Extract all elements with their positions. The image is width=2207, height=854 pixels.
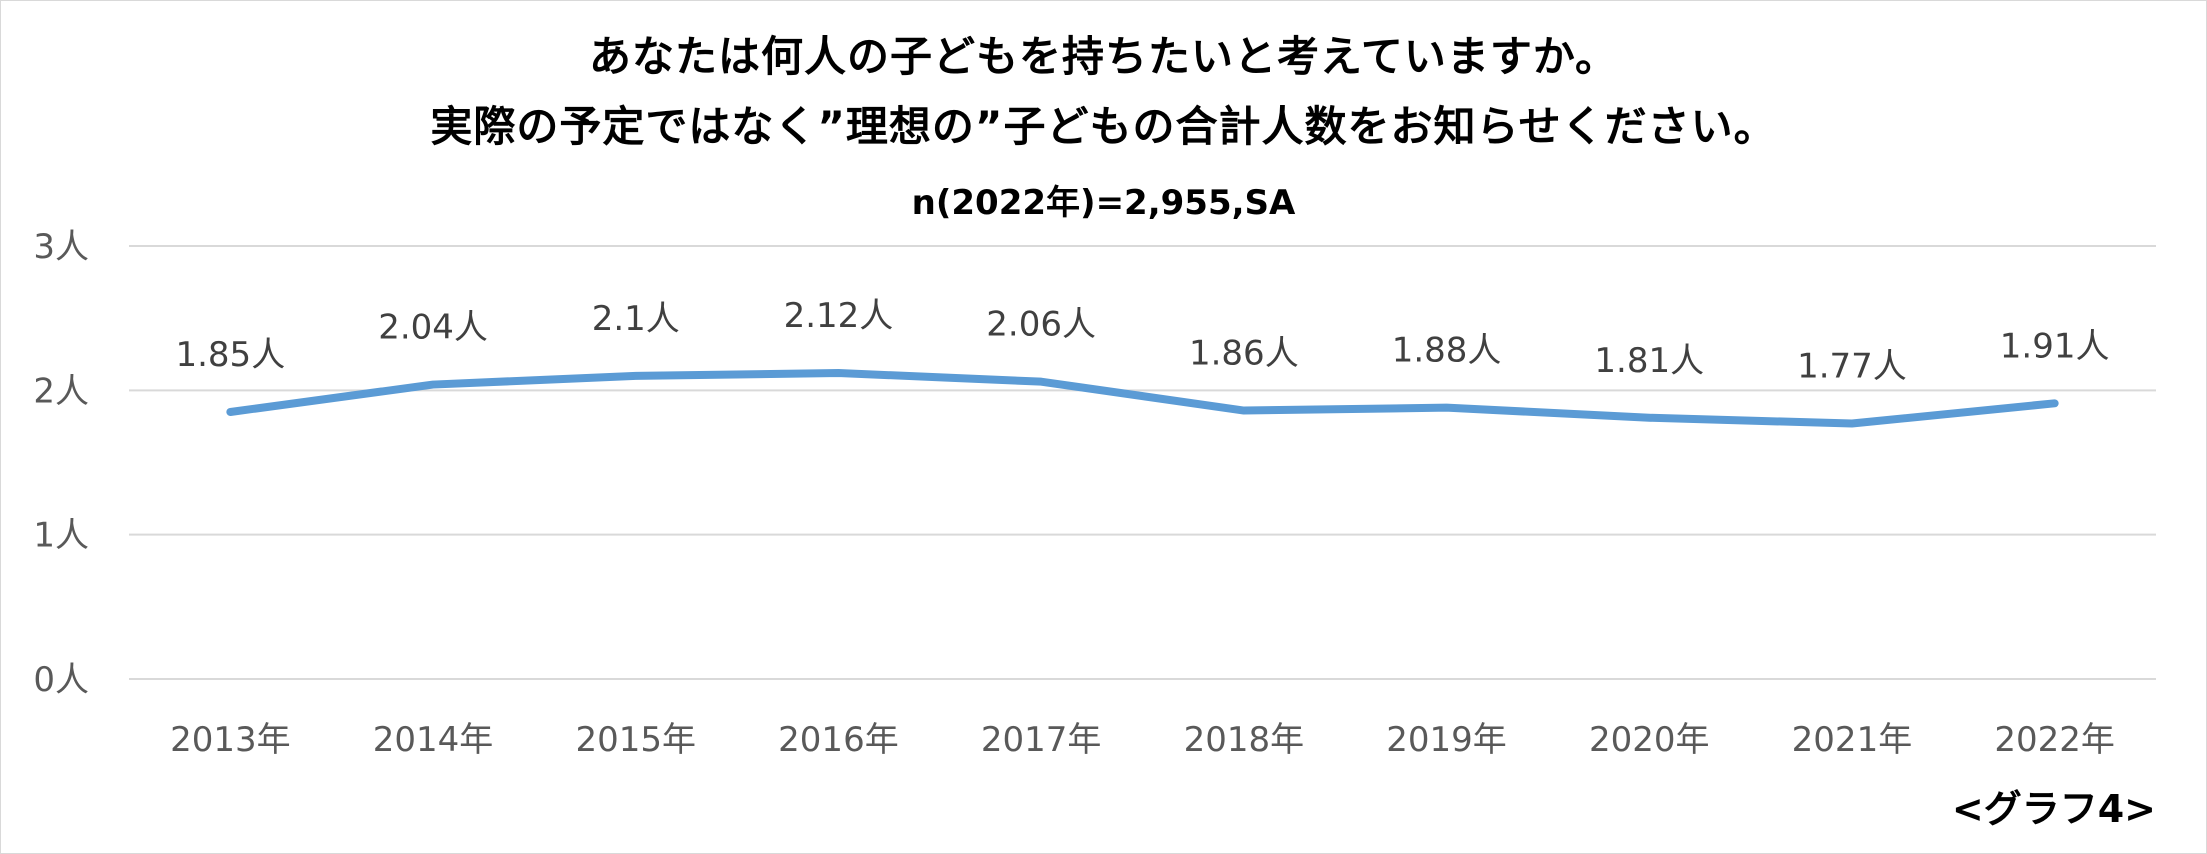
x-tick-label: 2019年 (1386, 720, 1507, 760)
data-point (227, 408, 234, 415)
data-point (835, 370, 842, 377)
data-label: 1.81人 (1594, 341, 1704, 381)
x-tick-label: 2017年 (981, 720, 1102, 760)
figure-label: <グラフ4> (1951, 787, 2156, 831)
x-tick-label: 2013年 (170, 720, 291, 760)
data-point (632, 372, 639, 379)
series-line (226, 369, 2059, 428)
data-labels: 1.85人 2.04人 2.1人 2.12人 2.06人 1.86人 1.88人 1.81人 1… (175, 296, 2109, 387)
data-point (1038, 378, 1045, 385)
x-axis-ticks: 2013年 2014年 2015年 2016年 2017年 2018年 2019年 2020年… (170, 720, 2115, 760)
data-label: 2.12人 (784, 296, 894, 336)
data-label: 1.91人 (2000, 326, 2110, 366)
x-tick-label: 2020年 (1589, 720, 1710, 760)
data-label: 2.06人 (986, 305, 1096, 345)
x-tick-label: 2014年 (373, 720, 494, 760)
data-label: 1.86人 (1189, 334, 1299, 374)
data-point (1646, 414, 1653, 421)
data-point (430, 381, 437, 388)
data-label: 2.04人 (378, 308, 488, 348)
x-tick-label: 2016年 (778, 720, 899, 760)
y-tick-label: 3人 (33, 227, 89, 267)
y-tick-label: 1人 (33, 516, 89, 556)
chart-subtitle: n(2022年)=2,955,SA (911, 183, 1296, 223)
data-label: 1.85人 (175, 335, 285, 375)
data-point (1240, 407, 1247, 414)
x-tick-label: 2018年 (1184, 720, 1305, 760)
y-axis-ticks: 0人 1人 2人 3人 (33, 227, 89, 700)
x-tick-label: 2021年 (1792, 720, 1913, 760)
series-line-group (226, 369, 2059, 428)
y-tick-label: 2人 (33, 371, 89, 411)
data-label: 1.88人 (1392, 331, 1502, 371)
data-label: 1.77人 (1797, 347, 1907, 387)
data-label: 2.1人 (592, 299, 680, 339)
chart-title-line-1: あなたは何人の子どもを持ちたいと考えていますか。 (588, 32, 1619, 81)
grid-lines (129, 245, 2156, 680)
data-point (1848, 420, 1855, 427)
data-point (2051, 400, 2058, 407)
y-tick-label: 0人 (33, 660, 89, 700)
x-tick-label: 2015年 (575, 720, 696, 760)
data-point (1443, 404, 1450, 411)
chart-title-line-2: 実際の予定ではなく”理想の”子どもの合計人数をお知らせください。 (430, 102, 1777, 151)
x-tick-label: 2022年 (1994, 720, 2115, 760)
